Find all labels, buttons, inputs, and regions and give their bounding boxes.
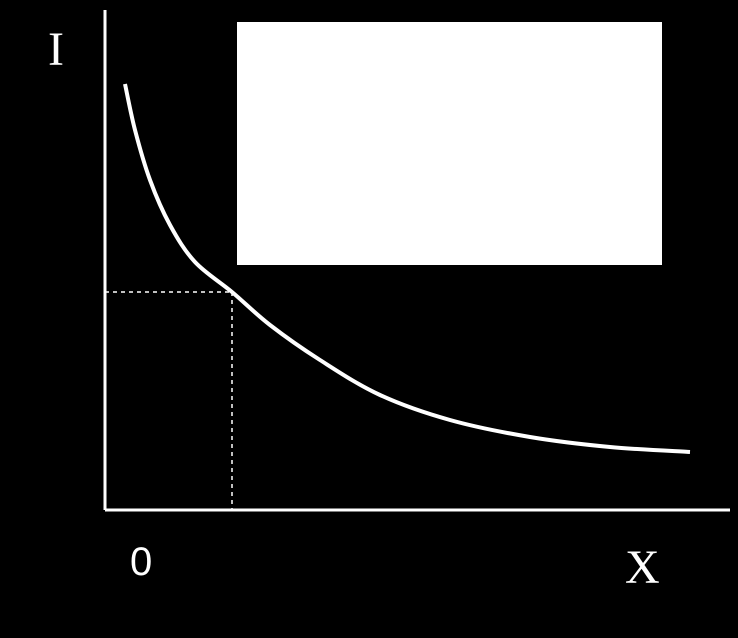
origin-label: 0 — [130, 540, 152, 585]
inset-box — [237, 22, 662, 265]
y-axis-label: I — [48, 22, 64, 77]
chart-container: I 0 X — [0, 0, 738, 638]
x-axis-label: X — [625, 540, 660, 595]
